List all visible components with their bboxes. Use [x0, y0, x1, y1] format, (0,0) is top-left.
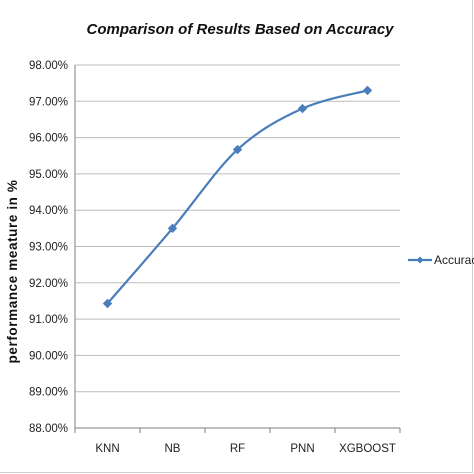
y-tick-label: 97.00%: [29, 96, 68, 108]
x-tick-label: RF: [230, 443, 245, 455]
x-tick-label: XGBOOST: [339, 443, 396, 455]
y-tick-label: 93.00%: [29, 242, 68, 254]
axes: [74, 65, 401, 433]
x-tick-label: PNN: [290, 443, 314, 455]
y-tick-label: 95.00%: [29, 169, 68, 181]
x-tick-label: NB: [165, 443, 181, 455]
y-tick-label: 92.00%: [29, 278, 68, 290]
y-tick-label: 89.00%: [29, 387, 68, 399]
data-point: [232, 144, 243, 155]
legend-label: Accuracy: [434, 253, 474, 267]
legend-marker: [416, 256, 424, 264]
y-tick-label: 90.00%: [29, 350, 68, 362]
x-tick-label: KNN: [95, 443, 119, 455]
y-tick-label: 88.00%: [29, 423, 68, 435]
series-line-accuracy: [106, 89, 368, 305]
data-point: [362, 85, 373, 96]
chart-title: Comparison of Results Based on Accuracy: [86, 21, 394, 38]
y-axis-label: performance meature in %: [5, 180, 20, 364]
data-point: [102, 298, 113, 309]
gridlines: [75, 64, 400, 429]
y-tick-label: 96.00%: [29, 133, 68, 145]
x-tick-labels: KNN NB RF PNN XGBOOST: [95, 443, 396, 455]
data-point: [167, 223, 178, 234]
y-tick-label: 94.00%: [29, 205, 68, 217]
y-tick-label: 98.00%: [29, 60, 68, 72]
legend: Accuracy: [408, 253, 474, 267]
data-point: [297, 103, 308, 114]
series-group: [102, 85, 373, 309]
y-tick-labels: 88.00% 89.00% 90.00% 91.00% 92.00% 93.00% 94.0…: [29, 60, 68, 435]
y-tick-label: 91.00%: [29, 314, 68, 326]
